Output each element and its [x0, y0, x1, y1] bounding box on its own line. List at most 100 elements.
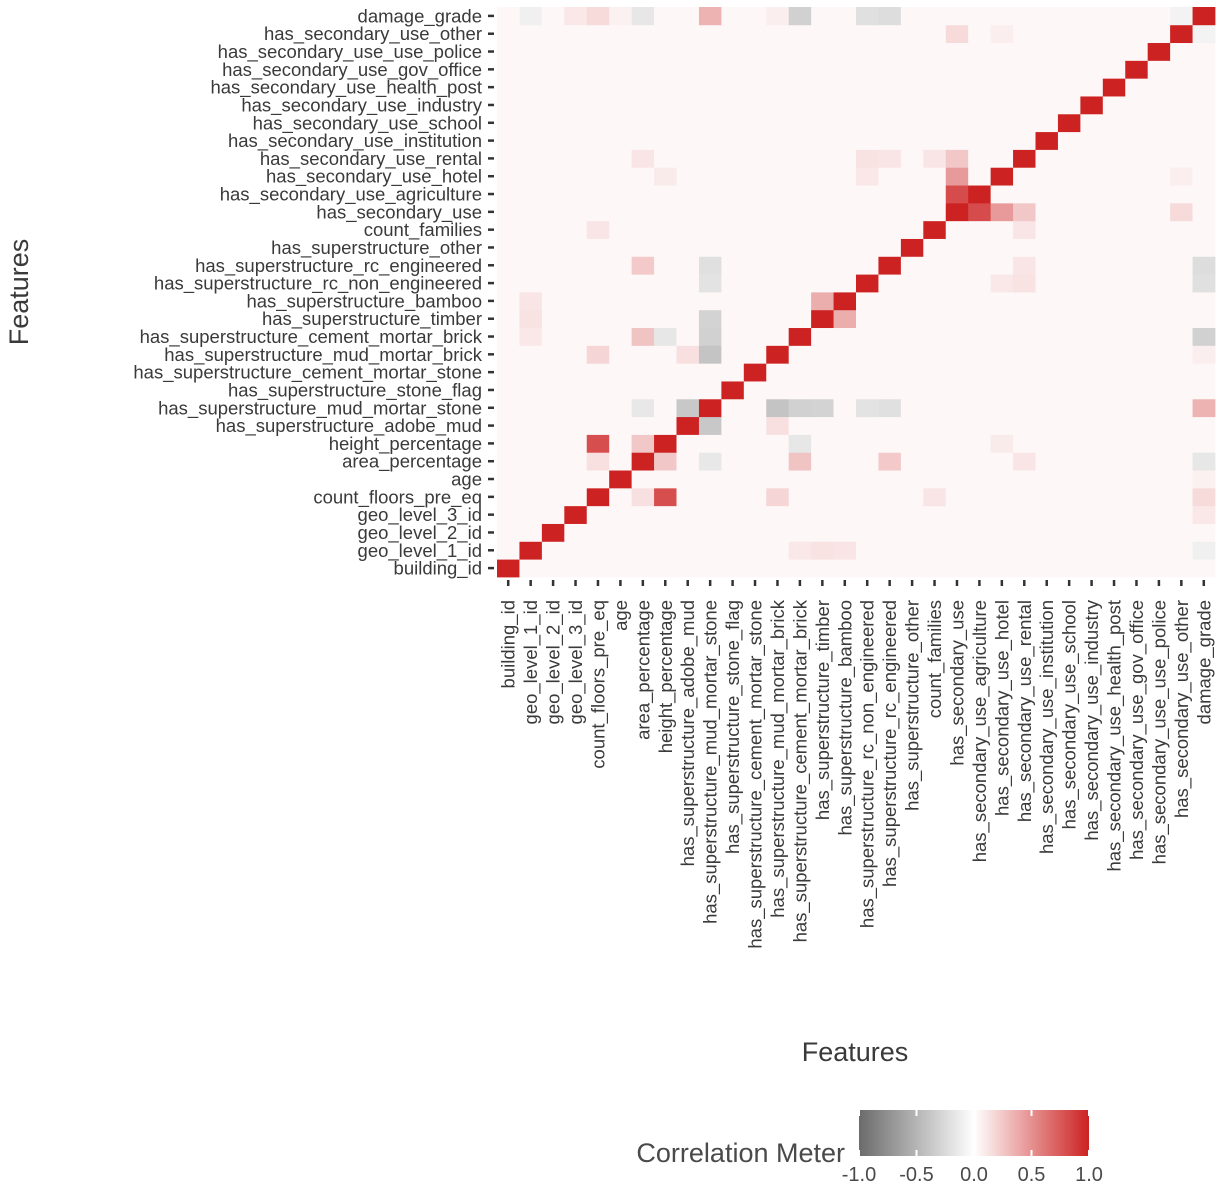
x-tick-label: height_percentage: [655, 600, 677, 753]
heatmap-cell-has_secondary_use_school--count_floors_pre_eq: [586, 113, 610, 133]
heatmap-cell-has_secondary_use_hotel--has_superstructure_cement_mortar_stone: [743, 167, 767, 186]
heatmap-cell-age--count_floors_pre_eq: [586, 470, 610, 489]
heatmap-cell-has_secondary_use_hotel--has_secondary_use_school: [1057, 167, 1081, 186]
heatmap-cell-has_secondary_use_institution--has_secondary_use_gov_office: [1125, 131, 1149, 150]
heatmap-cell-age--geo_level_3_id: [564, 470, 588, 489]
heatmap-cell-has_superstructure_mud_mortar_stone--age: [609, 398, 633, 418]
heatmap-cell-has_superstructure_mud_mortar_brick--geo_level_1_id: [519, 345, 543, 364]
heatmap-cell-has_superstructure_bamboo--has_superstructure_cement_mortar_brick: [788, 292, 812, 311]
heatmap-cell-has_superstructure_rc_non_engineered--has_secondary_use_rental: [1013, 274, 1036, 293]
heatmap-cell-count_floors_pre_eq--has_superstructure_mud_mortar_stone: [698, 487, 722, 507]
heatmap-cell-has_secondary_use_rental--has_secondary_use: [945, 149, 969, 168]
heatmap-cell-has_secondary_use_institution--has_secondary_use_industry: [1080, 131, 1104, 150]
heatmap-cell-has_superstructure_stone_flag--has_secondary_use_health_post: [1102, 381, 1126, 400]
x-tick-label: damage_grade: [1193, 600, 1215, 724]
heatmap-cell-has_superstructure_other--has_superstructure_cement_mortar_brick: [788, 238, 812, 257]
heatmap-cell-has_secondary_use_health_post--has_superstructure_stone_flag: [721, 78, 745, 97]
heatmap-cell-has_superstructure_cement_mortar_brick--count_families: [923, 327, 947, 346]
heatmap-cell-has_superstructure_mud_mortar_brick--has_secondary_use_agriculture: [968, 345, 992, 364]
heatmap-cell-has_superstructure_stone_flag--has_secondary_use_other: [1170, 381, 1193, 400]
heatmap-cell-count_families--area_percentage: [631, 220, 655, 239]
y-tick-labels: building_idgeo_level_1_idgeo_level_2_idg…: [133, 5, 482, 579]
heatmap-cell-has_secondary_use_use_police--has_superstructure_cement_mortar_stone: [743, 42, 767, 61]
heatmap-cell-has_superstructure_rc_non_engineered--has_secondary_use_industry: [1080, 274, 1104, 293]
heatmap-cell-has_superstructure_mud_mortar_brick--building_id: [497, 345, 520, 364]
heatmap-cell-has_secondary_use_health_post--area_percentage: [631, 78, 655, 97]
heatmap-cell-has_secondary_use_industry--has_secondary_use_industry: [1080, 96, 1104, 115]
heatmap-cell-has_secondary_use_other--has_secondary_use_institution: [1035, 24, 1059, 44]
heatmap-cell-has_secondary_use_gov_office--has_superstructure_cement_mortar_brick: [788, 60, 812, 79]
y-tick-label: has_secondary_use_gov_office: [222, 59, 482, 81]
heatmap-cell-geo_level_2_id--has_secondary_use_rental: [1013, 523, 1036, 542]
heatmap-cell-has_secondary_use_rental--geo_level_3_id: [564, 149, 588, 168]
heatmap-cell-damage_grade--has_secondary_use_rental: [1013, 7, 1036, 26]
heatmap-cell-has_superstructure_mud_mortar_brick--has_superstructure_adobe_mud: [676, 345, 700, 364]
heatmap-cell-has_superstructure_cement_mortar_stone--has_superstructure_rc_engineered: [878, 363, 902, 382]
heatmap-cell-geo_level_1_id--has_superstructure_bamboo: [833, 541, 857, 560]
heatmap-cell-has_secondary_use_school--has_superstructure_adobe_mud: [676, 113, 700, 133]
heatmap-cell-has_superstructure_cement_mortar_stone--has_superstructure_other: [900, 363, 924, 382]
heatmap-cell-has_secondary_use_other--count_floors_pre_eq: [586, 24, 610, 44]
heatmap-cell-has_superstructure_cement_mortar_brick--count_floors_pre_eq: [586, 327, 610, 346]
heatmap-cell-has_secondary_use_use_police--has_secondary_use_other: [1170, 42, 1193, 61]
heatmap-cell-has_secondary_use_health_post--has_secondary_use_school: [1057, 78, 1081, 97]
heatmap-cell-has_secondary_use_school--has_secondary_use_agriculture: [968, 113, 992, 133]
heatmap-cell-has_superstructure_adobe_mud--has_secondary_use_health_post: [1102, 416, 1126, 435]
heatmap-cell-has_secondary_use_school--has_superstructure_cement_mortar_brick: [788, 113, 812, 133]
heatmap-cell-has_secondary_use_use_police--has_secondary_use_agriculture: [968, 42, 992, 61]
heatmap-cell-has_secondary_use_industry--has_secondary_use_use_police: [1147, 96, 1171, 115]
heatmap-cell-has_secondary_use--has_superstructure_stone_flag: [721, 202, 745, 222]
heatmap-cell-has_superstructure_adobe_mud--has_secondary_use_agriculture: [968, 416, 992, 435]
heatmap-cell-has_superstructure_stone_flag--has_secondary_use_gov_office: [1125, 381, 1149, 400]
heatmap-cell-area_percentage--geo_level_3_id: [564, 452, 588, 471]
heatmap-cell-has_secondary_use--has_secondary_use_gov_office: [1125, 202, 1149, 222]
heatmap-cell-age--has_superstructure_bamboo: [833, 470, 857, 489]
heatmap-cell-area_percentage--has_secondary_use_other: [1170, 452, 1193, 471]
heatmap-cell-count_families--has_superstructure_mud_mortar_brick: [766, 220, 790, 239]
legend-tick-label: -1.0: [842, 1164, 876, 1186]
heatmap-cell-geo_level_1_id--count_floors_pre_eq: [586, 541, 610, 560]
heatmap-cell-has_secondary_use_industry--count_families: [923, 96, 947, 115]
y-tick-label: has_superstructure_mud_mortar_brick: [164, 344, 482, 366]
heatmap-cell-has_superstructure_rc_engineered--building_id: [497, 256, 520, 275]
heatmap-cell-has_superstructure_rc_engineered--has_secondary_use_institution: [1035, 256, 1059, 275]
heatmap-cell-has_superstructure_mud_mortar_brick--has_secondary_use_institution: [1035, 345, 1059, 364]
heatmap-cell-has_superstructure_stone_flag--has_secondary_use_institution: [1035, 381, 1059, 400]
heatmap-cell-has_superstructure_bamboo--has_superstructure_rc_non_engineered: [856, 292, 879, 311]
heatmap-cell-has_secondary_use_health_post--has_secondary_use_hotel: [990, 78, 1014, 97]
heatmap-cell-has_secondary_use_gov_office--has_superstructure_timber: [811, 60, 834, 79]
heatmap-cell-has_superstructure_bamboo--has_superstructure_other: [900, 292, 924, 311]
heatmap-cell-has_superstructure_mud_mortar_brick--has_superstructure_mud_mortar_brick: [766, 345, 790, 364]
heatmap-cell-has_secondary_use_hotel--has_superstructure_other: [900, 167, 924, 186]
heatmap-cell-has_superstructure_mud_mortar_brick--has_superstructure_stone_flag: [721, 345, 745, 364]
heatmap-cell-height_percentage--has_superstructure_cement_mortar_stone: [743, 434, 767, 453]
heatmap-cell-has_superstructure_mud_mortar_stone--has_superstructure_mud_mortar_brick: [766, 398, 790, 418]
heatmap-cell-has_secondary_use_hotel--has_superstructure_cement_mortar_brick: [788, 167, 812, 186]
heatmap-cell-count_families--count_floors_pre_eq: [586, 220, 610, 239]
heatmap-cell-has_secondary_use_institution--has_superstructure_rc_non_engineered: [856, 131, 879, 150]
heatmap-cell-has_secondary_use_school--has_superstructure_cement_mortar_stone: [743, 113, 767, 133]
heatmap-cell-geo_level_3_id--has_superstructure_rc_non_engineered: [856, 505, 879, 524]
x-tick-label: has_superstructure_stone_flag: [722, 600, 744, 854]
heatmap-cell-geo_level_2_id--geo_level_1_id: [519, 523, 543, 542]
heatmap-cell-age--has_superstructure_rc_non_engineered: [856, 470, 879, 489]
y-tick-label: has_secondary_use_industry: [241, 94, 482, 116]
heatmap-cell-has_superstructure_rc_engineered--has_superstructure_rc_engineered: [878, 256, 902, 275]
heatmap-cell-has_superstructure_bamboo--has_secondary_use_agriculture: [968, 292, 992, 311]
heatmap-cell-has_superstructure_rc_engineered--has_secondary_use_agriculture: [968, 256, 992, 275]
heatmap-cell-count_families--geo_level_1_id: [519, 220, 543, 239]
heatmap-cell-has_secondary_use_other--has_secondary_use_agriculture: [968, 24, 992, 44]
heatmap-cell-has_superstructure_mud_mortar_brick--has_superstructure_timber: [811, 345, 834, 364]
heatmap-cell-has_secondary_use_institution--has_secondary_use_institution: [1035, 131, 1059, 150]
heatmap-cell-has_superstructure_timber--damage_grade: [1192, 309, 1216, 329]
heatmap-cell-has_superstructure_mud_mortar_brick--geo_level_2_id: [541, 345, 565, 364]
heatmap-cell-has_superstructure_mud_mortar_brick--geo_level_3_id: [564, 345, 588, 364]
heatmap-cell-has_secondary_use_other--geo_level_2_id: [541, 24, 565, 44]
y-tick-label: height_percentage: [329, 433, 482, 455]
heatmap-cell-has_secondary_use_health_post--building_id: [497, 78, 520, 97]
heatmap-cell-has_secondary_use_health_post--has_secondary_use_health_post: [1102, 78, 1126, 97]
heatmap-cell-geo_level_3_id--has_secondary_use_use_police: [1147, 505, 1171, 524]
heatmap-cell-has_secondary_use_school--age: [609, 113, 633, 133]
heatmap-cell-has_superstructure_cement_mortar_brick--has_superstructure_bamboo: [833, 327, 857, 346]
heatmap-cell-has_superstructure_rc_engineered--has_secondary_use_health_post: [1102, 256, 1126, 275]
